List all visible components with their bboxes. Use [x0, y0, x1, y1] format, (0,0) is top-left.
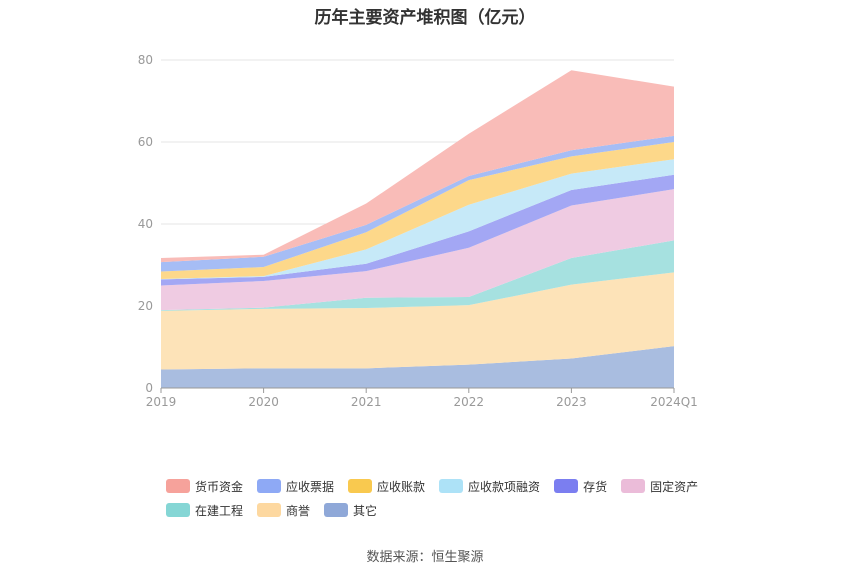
area-series-1	[161, 346, 674, 388]
legend-swatch	[348, 479, 373, 493]
legend-item[interactable]: 应收票据	[257, 478, 334, 495]
legend-swatch	[257, 503, 282, 517]
stacked-area-chart: 0 20 40 60 80 2019 2020 2021 2022 2023 2024Q1	[138, 53, 698, 409]
area-series-3	[161, 240, 674, 311]
y-tick-label: 60	[138, 135, 153, 149]
legend-swatch	[439, 479, 464, 493]
legend-item[interactable]: 固定资产	[621, 478, 698, 495]
chart-title: 历年主要资产堆积图（亿元）	[314, 8, 536, 28]
legend-item[interactable]: 应收账款	[348, 478, 425, 495]
legend-row-2: 在建工程 商誉 其它	[166, 498, 726, 522]
legend-label: 存货	[583, 479, 608, 494]
legend-label: 其它	[353, 503, 378, 518]
y-tick-label: 20	[138, 299, 153, 313]
legend-row-1: 货币资金 应收票据 应收账款 应收款项融资 存货 固定资产	[166, 474, 726, 498]
area-series-4	[161, 189, 674, 311]
legend-item[interactable]: 存货	[554, 478, 607, 495]
y-tick-label: 80	[138, 53, 153, 67]
legend-label: 应收账款	[377, 479, 426, 494]
area-series-7	[161, 142, 674, 279]
legend-item[interactable]: 应收款项融资	[439, 478, 540, 495]
legend-swatch	[554, 479, 579, 493]
legend-label: 固定资产	[650, 479, 699, 494]
legend-label: 货币资金	[195, 479, 244, 494]
legend-item[interactable]: 商誉	[257, 502, 310, 519]
area-series-group	[161, 70, 674, 388]
legend-swatch	[166, 503, 190, 517]
x-tick-label: 2024Q1	[650, 395, 698, 409]
x-tick-label: 2023	[556, 395, 587, 409]
x-tick-label: 2019	[146, 395, 177, 409]
data-source-note: 数据来源：恒生聚源	[366, 550, 484, 565]
y-tick-label: 40	[138, 217, 153, 231]
legend-label: 应收款项融资	[468, 479, 541, 494]
area-series-2	[161, 272, 674, 370]
legend-label: 应收票据	[286, 479, 335, 494]
legend-item[interactable]: 货币资金	[166, 478, 243, 495]
x-tick-label: 2021	[351, 395, 382, 409]
area-series-9	[161, 70, 674, 263]
legend-item[interactable]: 在建工程	[166, 502, 243, 519]
area-series-8	[161, 135, 674, 272]
legend-swatch	[257, 479, 282, 493]
axes: 0 20 40 60 80 2019 2020 2021 2022 2023 2024Q1	[138, 53, 698, 409]
legend-swatch	[621, 479, 646, 493]
x-tick-label: 2022	[454, 395, 485, 409]
legend-swatch	[166, 479, 190, 493]
x-tick-label: 2020	[248, 395, 279, 409]
area-series-5	[161, 174, 674, 286]
legend-label: 商誉	[286, 503, 311, 518]
legend-swatch	[324, 503, 349, 517]
legend: 货币资金 应收票据 应收账款 应收款项融资 存货 固定资产在建工程 商誉 其它	[166, 474, 726, 522]
area-series-6	[161, 159, 674, 280]
legend-item[interactable]: 其它	[324, 502, 377, 519]
legend-label: 在建工程	[195, 503, 244, 518]
y-tick-label: 0	[145, 381, 153, 395]
